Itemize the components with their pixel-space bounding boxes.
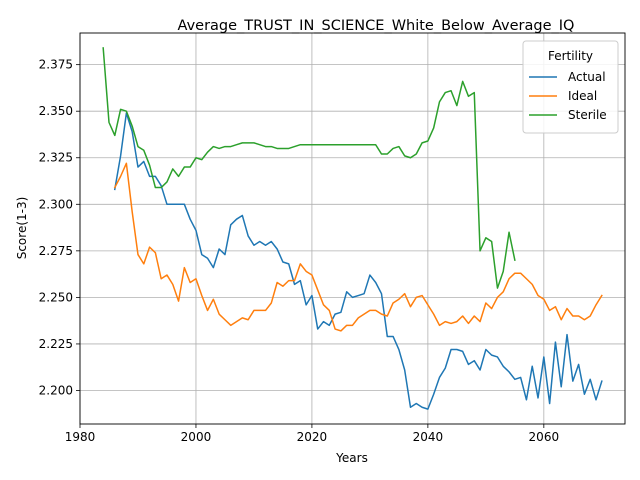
y-axis-ticks: 2.200 2.225 2.250 2.275 2.300 2.325 2.350 2.375 bbox=[39, 58, 80, 397]
grid-lines bbox=[79, 33, 625, 424]
series-line-actual bbox=[113, 112, 603, 410]
legend-label-sterile: Sterile bbox=[568, 108, 607, 122]
y-tick-label: 2.200 bbox=[39, 383, 73, 397]
x-axis-ticks: 1980 2000 2020 2040 2060 bbox=[65, 424, 559, 444]
series-line-sterile bbox=[102, 47, 516, 289]
y-tick-label: 2.275 bbox=[39, 244, 73, 258]
y-tick-label: 2.375 bbox=[39, 58, 73, 72]
series-line-ideal bbox=[113, 162, 603, 332]
x-axis-label: Years bbox=[335, 451, 368, 465]
y-tick-label: 2.300 bbox=[39, 197, 73, 211]
x-tick-label: 2060 bbox=[529, 430, 560, 444]
x-tick-label: 1980 bbox=[65, 430, 96, 444]
legend-entries: Actual Ideal Sterile bbox=[529, 70, 607, 122]
x-tick-label: 2000 bbox=[181, 430, 212, 444]
chart-title: Average_TRUST_IN_SCIENCE_White_Below_Ave… bbox=[178, 18, 575, 34]
y-tick-label: 2.225 bbox=[39, 337, 73, 351]
y-tick-label: 2.325 bbox=[39, 151, 73, 165]
legend-label-ideal: Ideal bbox=[568, 89, 597, 103]
legend-label-actual: Actual bbox=[568, 70, 606, 84]
y-tick-label: 2.250 bbox=[39, 290, 73, 304]
series-lines bbox=[102, 47, 603, 410]
plot-frame bbox=[79, 32, 626, 425]
legend-box bbox=[522, 40, 619, 134]
y-tick-label: 2.350 bbox=[39, 104, 73, 118]
y-axis-label: Score(1-3) bbox=[15, 197, 29, 260]
x-tick-label: 2040 bbox=[413, 430, 444, 444]
legend-title: Fertility bbox=[548, 49, 593, 63]
x-tick-label: 2020 bbox=[297, 430, 328, 444]
legend: Fertility Actual Ideal Sterile bbox=[522, 40, 619, 134]
